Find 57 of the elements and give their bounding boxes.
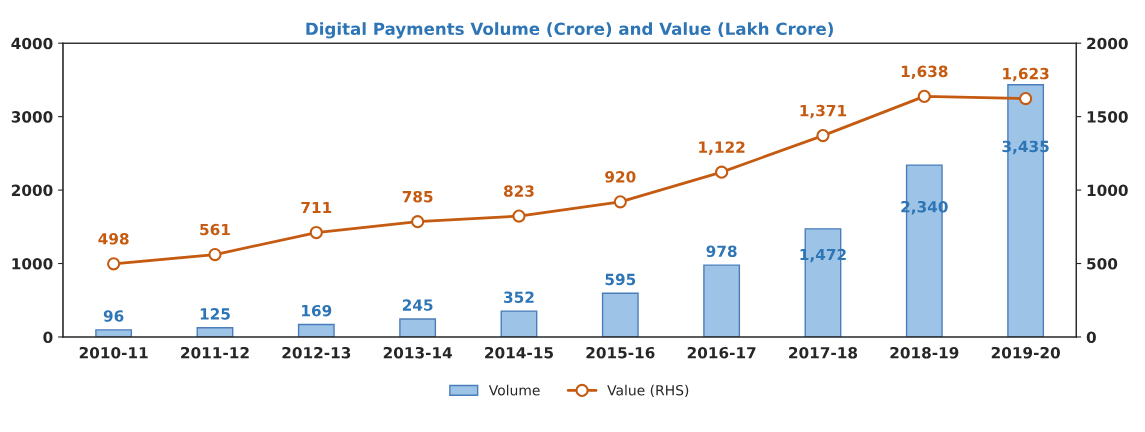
point (309, 225, 323, 240)
y2-tick-label: 0 (1086, 331, 1096, 343)
x-tick-label: 2014-15 (485, 346, 553, 359)
bar (95, 329, 133, 337)
data-label: 96 (103, 310, 124, 322)
data-label: 823 (503, 185, 534, 197)
x-tick-label: 2010-11 (79, 346, 148, 359)
data-label: 920 (605, 171, 636, 183)
legend-label: Value (RHS) (607, 384, 689, 398)
data-label: 595 (605, 273, 636, 286)
data-label: 1,638 (901, 65, 948, 80)
chart-title: Digital Payments Volume (Crore) and Value (Lakh Crore) (306, 22, 833, 39)
y-tick-label: 3000 (11, 111, 53, 123)
point (107, 257, 121, 271)
y-tick-label: 4000 (11, 37, 53, 50)
bar (601, 292, 639, 337)
data-label: 1,623 (1003, 67, 1049, 82)
data-label: 1,371 (800, 104, 847, 119)
point (208, 247, 222, 262)
x-tick-label: 2011-12 (181, 346, 249, 359)
x-tick-label: 2019-20 (991, 346, 1060, 359)
point (411, 215, 425, 229)
point (816, 128, 830, 143)
bar (500, 310, 538, 337)
data-label: 498 (98, 233, 129, 245)
bar (196, 327, 234, 337)
data-label: 125 (200, 308, 230, 320)
data-label: 352 (504, 291, 534, 303)
data-label: 1,122 (699, 141, 745, 155)
bar (297, 323, 335, 337)
x-tick-label: 2015-16 (586, 346, 655, 359)
data-label: 245 (402, 299, 433, 311)
x-tick-label: 2018-19 (890, 346, 959, 359)
point (1019, 91, 1033, 106)
point (512, 209, 526, 223)
x-tick-label: 2017-18 (789, 346, 858, 359)
x-tick-label: 2013-14 (383, 346, 452, 359)
data-label: 978 (706, 245, 737, 258)
y-tick-label: 1000 (12, 257, 53, 270)
bar (399, 318, 437, 337)
bar (703, 264, 741, 337)
point (613, 195, 627, 209)
y-tick-label: 0 (43, 331, 53, 343)
point (917, 89, 931, 103)
y2-tick-label: 2000 (1087, 37, 1128, 50)
data-label: 561 (200, 223, 230, 236)
point (715, 165, 729, 179)
y2-tick-label: 500 (1087, 257, 1118, 270)
legend-label: Volume (488, 384, 540, 396)
data-label: 169 (302, 304, 332, 317)
y-tick-label: 2000 (11, 184, 53, 197)
y2-tick-label: 1500 (1087, 111, 1128, 123)
y2-tick-label: 1000 (1087, 184, 1128, 197)
x-tick-label: 2016-17 (687, 346, 756, 359)
x-tick-label: 2012-13 (282, 346, 351, 359)
data-label: 711 (301, 201, 332, 214)
data-label: 785 (402, 190, 433, 203)
